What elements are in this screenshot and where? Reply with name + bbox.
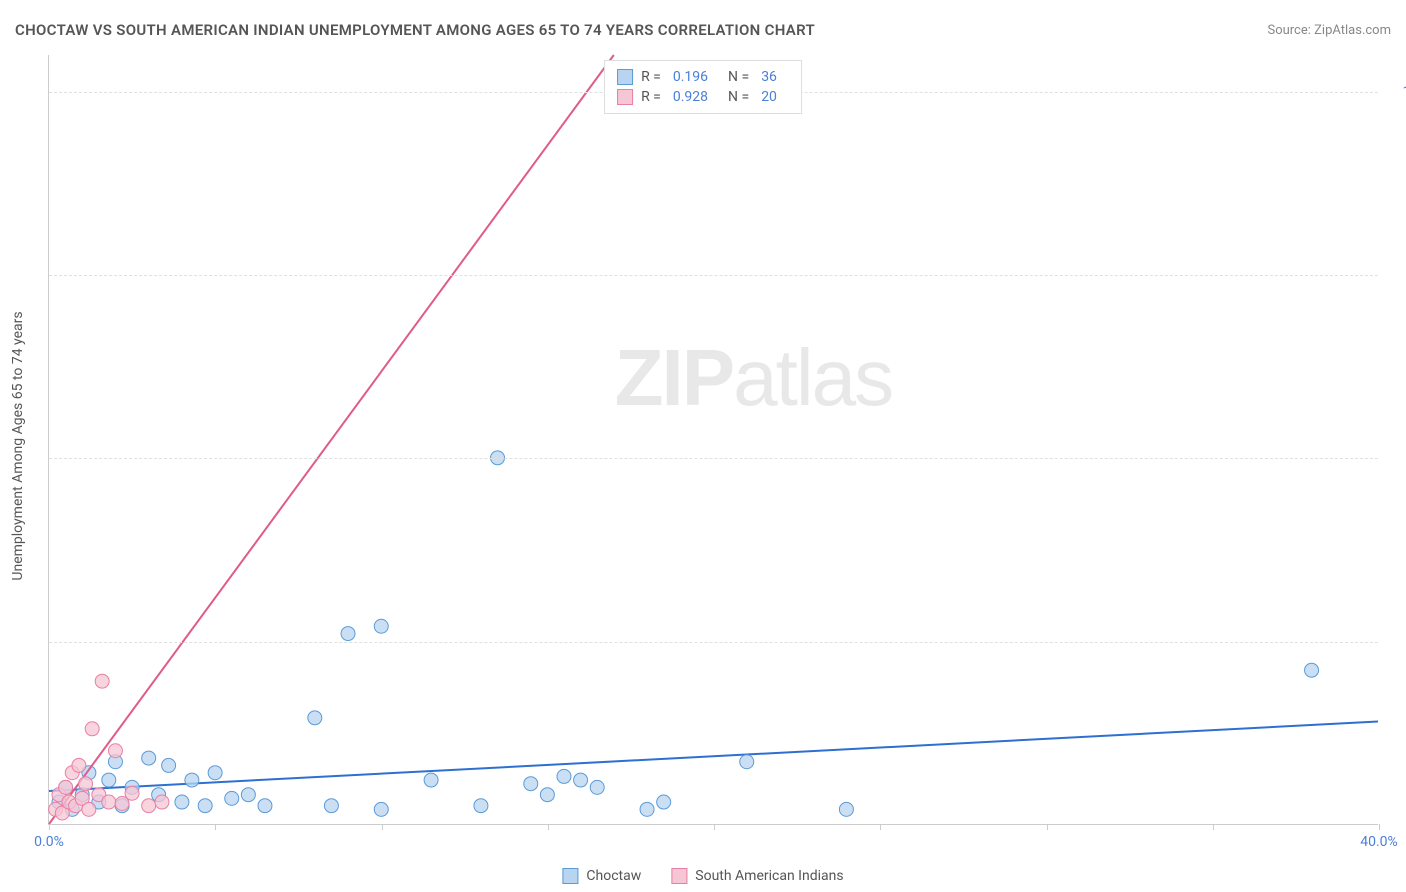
x-tick bbox=[714, 824, 715, 830]
data-point[interactable] bbox=[125, 786, 139, 800]
chart-container: CHOCTAW VS SOUTH AMERICAN INDIAN UNEMPLO… bbox=[0, 0, 1406, 892]
grid-line bbox=[49, 275, 1378, 276]
data-point[interactable] bbox=[524, 777, 538, 791]
data-point[interactable] bbox=[557, 769, 571, 783]
legend-series: Choctaw South American Indians bbox=[562, 868, 843, 884]
data-point[interactable] bbox=[82, 802, 96, 816]
data-point[interactable] bbox=[95, 674, 109, 688]
legend-n-value: 20 bbox=[761, 89, 777, 105]
plot-area: ZIPatlas 25.0%50.0%75.0%100.0%0.0%40.0% bbox=[48, 55, 1378, 825]
x-tick bbox=[49, 824, 50, 830]
data-point[interactable] bbox=[162, 758, 176, 772]
x-tick-label: 40.0% bbox=[1360, 834, 1398, 850]
legend-item: Choctaw bbox=[562, 868, 641, 884]
data-point[interactable] bbox=[198, 799, 212, 813]
legend-correlation: R = 0.196 N = 36 R = 0.928 N = 20 bbox=[604, 60, 802, 114]
x-tick-label: 0.0% bbox=[34, 834, 64, 850]
data-point[interactable] bbox=[474, 799, 488, 813]
legend-label: Choctaw bbox=[586, 868, 641, 884]
data-point[interactable] bbox=[839, 802, 853, 816]
data-point[interactable] bbox=[590, 780, 604, 794]
trend-line bbox=[49, 721, 1378, 791]
legend-r-label: R = bbox=[641, 89, 661, 105]
x-tick bbox=[548, 824, 549, 830]
grid-line bbox=[49, 642, 1378, 643]
plot-svg bbox=[49, 55, 1378, 824]
y-tick-label: 75.0% bbox=[1388, 267, 1406, 283]
x-tick bbox=[1047, 824, 1048, 830]
data-point[interactable] bbox=[59, 780, 73, 794]
legend-row: R = 0.196 N = 36 bbox=[617, 67, 789, 87]
trend-line bbox=[49, 55, 614, 824]
x-tick bbox=[880, 824, 881, 830]
data-point[interactable] bbox=[155, 795, 169, 809]
data-point[interactable] bbox=[102, 773, 116, 787]
legend-n-label: N = bbox=[728, 69, 749, 85]
data-point[interactable] bbox=[308, 711, 322, 725]
y-tick-label: 50.0% bbox=[1388, 450, 1406, 466]
legend-n-label: N = bbox=[728, 89, 749, 105]
data-point[interactable] bbox=[142, 751, 156, 765]
data-point[interactable] bbox=[1305, 663, 1319, 677]
data-point[interactable] bbox=[374, 802, 388, 816]
data-point[interactable] bbox=[185, 773, 199, 787]
legend-label: South American Indians bbox=[695, 868, 843, 884]
data-point[interactable] bbox=[424, 773, 438, 787]
chart-title: CHOCTAW VS SOUTH AMERICAN INDIAN UNEMPLO… bbox=[15, 21, 815, 39]
data-point[interactable] bbox=[540, 788, 554, 802]
data-point[interactable] bbox=[225, 791, 239, 805]
data-point[interactable] bbox=[258, 799, 272, 813]
source-label: Source: ZipAtlas.com bbox=[1267, 23, 1391, 38]
legend-swatch bbox=[617, 89, 633, 105]
data-point[interactable] bbox=[574, 773, 588, 787]
legend-row: R = 0.928 N = 20 bbox=[617, 87, 789, 107]
data-point[interactable] bbox=[175, 795, 189, 809]
x-tick bbox=[1213, 824, 1214, 830]
data-point[interactable] bbox=[341, 627, 355, 641]
data-point[interactable] bbox=[640, 802, 654, 816]
legend-r-value: 0.928 bbox=[673, 89, 708, 105]
legend-swatch bbox=[562, 868, 578, 884]
data-point[interactable] bbox=[324, 799, 338, 813]
data-point[interactable] bbox=[108, 744, 122, 758]
legend-swatch bbox=[671, 868, 687, 884]
data-point[interactable] bbox=[740, 755, 754, 769]
legend-item: South American Indians bbox=[671, 868, 843, 884]
grid-line bbox=[49, 458, 1378, 459]
data-point[interactable] bbox=[142, 799, 156, 813]
data-point[interactable] bbox=[79, 777, 93, 791]
y-axis-label: Unemployment Among Ages 65 to 74 years bbox=[10, 311, 26, 580]
x-tick bbox=[215, 824, 216, 830]
x-tick bbox=[382, 824, 383, 830]
legend-swatch bbox=[617, 69, 633, 85]
x-tick bbox=[1379, 824, 1380, 830]
y-tick-label: 100.0% bbox=[1388, 84, 1406, 100]
data-point[interactable] bbox=[374, 619, 388, 633]
data-point[interactable] bbox=[102, 795, 116, 809]
data-point[interactable] bbox=[72, 758, 86, 772]
title-bar: CHOCTAW VS SOUTH AMERICAN INDIAN UNEMPLO… bbox=[15, 15, 1391, 45]
data-point[interactable] bbox=[85, 722, 99, 736]
legend-n-value: 36 bbox=[761, 69, 777, 85]
legend-r-value: 0.196 bbox=[673, 69, 708, 85]
data-point[interactable] bbox=[241, 788, 255, 802]
data-point[interactable] bbox=[208, 766, 222, 780]
legend-r-label: R = bbox=[641, 69, 661, 85]
data-point[interactable] bbox=[657, 795, 671, 809]
y-tick-label: 25.0% bbox=[1388, 634, 1406, 650]
